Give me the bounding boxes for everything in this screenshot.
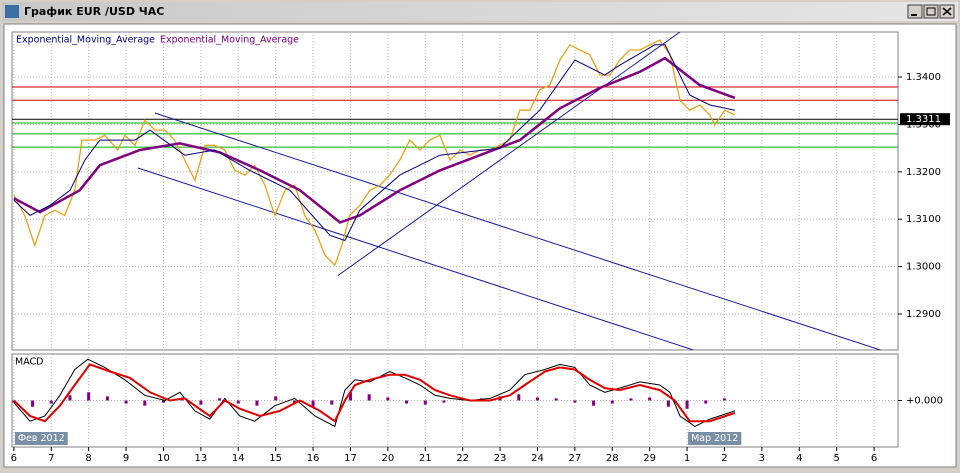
x-tick-label: 1 [684,453,690,464]
x-tick-label: 28 [606,453,619,464]
y-tick-label: 1.3400 [906,72,941,83]
histogram-bar [535,397,539,401]
x-tick-label: 22 [456,453,469,464]
series-line [13,39,736,267]
histogram-bar [554,398,558,401]
x-tick-label: 15 [269,453,282,464]
x-tick-label: 5 [833,453,839,464]
x-tick-label: 17 [344,453,357,464]
histogram-bar [330,400,334,405]
x-tick-label: 20 [382,453,395,464]
x-tick-label: 29 [643,453,656,464]
histogram-bar [592,400,596,406]
x-tick-label: 7 [48,453,54,464]
x-tick-label: 8 [85,453,91,464]
macd-plot [12,354,898,447]
y-tick-label: 1.2900 [906,309,941,320]
legend-entry: Exponential_Moving_Average [160,35,299,46]
series-line [13,44,736,242]
x-tick-label: 4 [796,453,802,464]
x-tick-label: 3 [759,453,765,464]
histogram-bar [573,400,577,403]
maximize-icon [926,7,936,16]
histogram-bar [68,395,72,401]
histogram-bar [105,396,109,401]
histogram-bar [87,392,91,401]
histogram-bar [199,400,203,405]
y-tick-label: +0.000 [906,396,943,407]
histogram-bar [722,398,726,401]
histogram-bar [629,398,633,401]
macd-line [13,363,736,423]
panel-title: MACD [15,357,43,368]
histogram-bar [648,397,652,401]
x-tick-label: 27 [568,453,581,464]
histogram-bar [161,400,165,403]
x-tick-label: 9 [123,453,129,464]
x-tick-label: 21 [419,453,432,464]
y-tick-label: 1.3100 [906,214,941,225]
histogram-bar [311,400,315,407]
close-icon [942,7,952,16]
window-buttons[interactable] [907,4,955,19]
trend-line [137,167,695,350]
histogram-bar [49,400,53,404]
y-tick-label: 1.3000 [906,262,941,273]
trend-line [337,32,681,277]
month-label-box [688,432,742,445]
histogram-bar [685,400,689,409]
y-tick-label: 1.3200 [906,167,941,178]
x-tick-label: 14 [232,453,245,464]
minimize-button[interactable] [907,4,923,19]
histogram-bar [143,400,147,406]
histogram-bar [405,400,409,404]
histogram-bar [386,397,390,401]
histogram-bar [236,400,240,404]
histogram-bar [218,398,222,401]
histogram-bar [423,400,427,405]
maximize-button[interactable] [923,4,939,19]
last-price-box [900,113,950,126]
x-tick-label: 16 [307,453,320,464]
x-tick-label: 10 [157,453,170,464]
chart-area [3,23,957,468]
histogram-bar [31,400,35,407]
month-label-box [14,432,68,445]
histogram-bar [367,394,371,401]
histogram-bar [274,396,278,401]
legend-entry: Exponential_Moving_Average [16,35,155,46]
window-title: График EUR /USD ЧАС [24,5,164,18]
x-tick-label: 6 [871,453,877,464]
histogram-bar [517,394,521,401]
histogram-bar [704,400,708,404]
x-tick-label: 23 [494,453,507,464]
histogram-bar [292,400,296,403]
histogram-bar [666,400,670,407]
price-plot [12,32,898,350]
histogram-bar [255,400,259,406]
title-bar [2,2,958,21]
histogram-bar [348,392,352,401]
month-label: Мар 2012 [691,433,738,444]
x-tick-label: 24 [531,453,544,464]
histogram-bar [124,400,128,404]
month-label: Фев 2012 [18,433,65,444]
price-panel [11,31,899,351]
x-tick-label: 6 [11,453,17,464]
histogram-bar [442,400,446,403]
x-tick-label: 13 [195,453,208,464]
x-tick-label: 2 [721,453,727,464]
trend-line [154,112,882,350]
histogram-bar [610,400,614,404]
last-price-label: 1.3311 [906,114,941,125]
window-icon [5,5,19,18]
series-line [13,56,736,224]
